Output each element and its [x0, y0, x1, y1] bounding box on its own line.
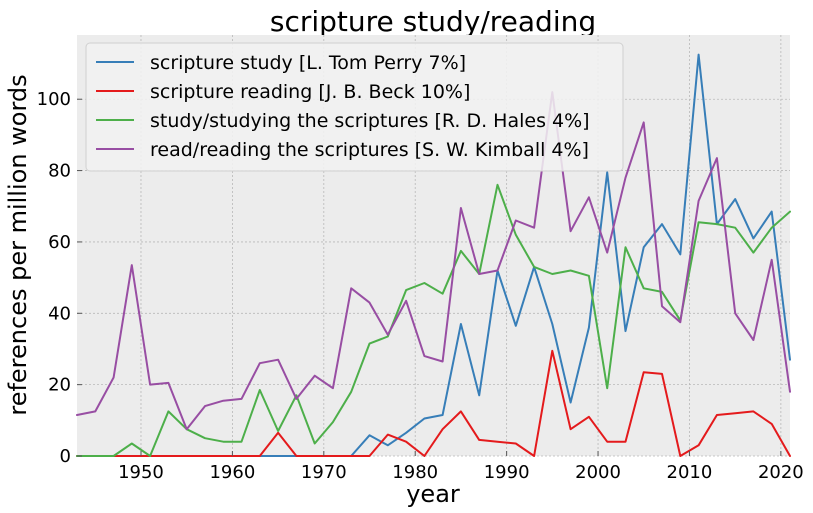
x-tick-label: 1990 [484, 462, 530, 483]
legend-label-3: study/studying the scriptures [R. D. Hal… [150, 110, 590, 132]
x-tick-label: 2020 [758, 462, 804, 483]
axis-ticks: 1950 1960 1970 1980 1990 2000 2010 2020 0 20 40 60 8… [37, 89, 804, 483]
y-axis-label: references per million words [4, 74, 32, 415]
y-tick-label: 0 [60, 446, 71, 467]
series-line-4 [76, 91, 791, 431]
series-line-2 [76, 349, 791, 457]
legend-label-2: scripture reading [J. B. Beck 10%] [150, 81, 470, 103]
chart-title: scripture study/reading [270, 5, 596, 38]
x-tick-label: 2010 [667, 462, 713, 483]
x-axis-label: year [406, 480, 460, 508]
x-tick-label: 1980 [392, 462, 438, 483]
x-tick-label: 1960 [209, 462, 255, 483]
x-tick-label: 1970 [301, 462, 347, 483]
y-tick-label: 60 [48, 232, 71, 253]
y-tick-label: 20 [48, 375, 71, 396]
series-line-3 [76, 183, 791, 457]
legend: scripture study [L. Tom Perry 7%] scriptu… [85, 42, 624, 172]
y-tick-label: 80 [48, 161, 71, 182]
legend-label-1: scripture study [L. Tom Perry 7%] [150, 52, 466, 74]
x-tick-label: 2000 [575, 462, 621, 483]
legend-box [85, 42, 624, 172]
legend-label-4: read/reading the scriptures [S. W. Kimba… [150, 139, 589, 161]
y-tick-label: 40 [48, 303, 71, 324]
series-layer [76, 53, 791, 457]
x-tick-label: 1950 [118, 462, 164, 483]
y-tick-label: 100 [37, 89, 71, 110]
